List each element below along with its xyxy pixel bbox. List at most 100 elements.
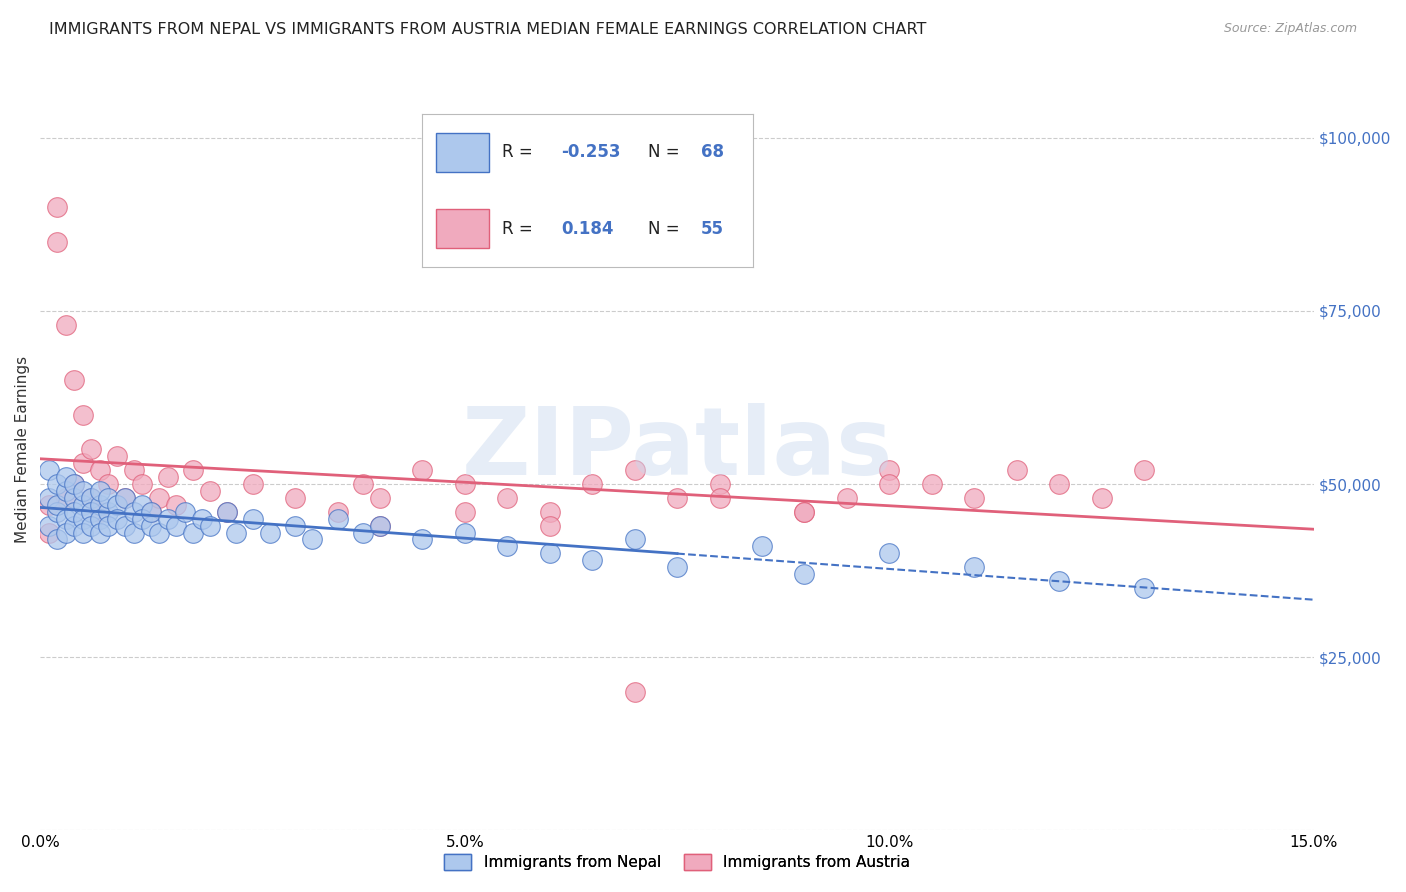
Point xyxy=(1005,463,1028,477)
Point xyxy=(709,477,731,491)
Point xyxy=(148,525,170,540)
Point xyxy=(581,477,603,491)
Point xyxy=(963,491,986,505)
Point xyxy=(97,505,120,519)
Point xyxy=(496,491,519,505)
Point xyxy=(1047,574,1070,588)
Point xyxy=(326,505,349,519)
Point xyxy=(55,512,77,526)
Point xyxy=(139,505,162,519)
Point xyxy=(1047,477,1070,491)
Point xyxy=(114,491,136,505)
Point xyxy=(38,463,60,477)
Point xyxy=(122,525,145,540)
Point xyxy=(368,518,391,533)
Point xyxy=(89,498,111,512)
Point xyxy=(46,498,69,512)
Point xyxy=(242,477,264,491)
Point xyxy=(496,540,519,554)
Point xyxy=(793,505,815,519)
Point xyxy=(326,512,349,526)
Point xyxy=(55,483,77,498)
Point xyxy=(1133,463,1156,477)
Point xyxy=(225,525,247,540)
Point xyxy=(105,512,128,526)
Point xyxy=(80,491,103,505)
Point xyxy=(835,491,858,505)
Point xyxy=(80,518,103,533)
Point xyxy=(97,491,120,505)
Point xyxy=(242,512,264,526)
Point xyxy=(72,525,94,540)
Point xyxy=(122,463,145,477)
Point xyxy=(46,533,69,547)
Point xyxy=(105,450,128,464)
Point xyxy=(623,685,645,699)
Point xyxy=(63,477,86,491)
Point xyxy=(122,505,145,519)
Point xyxy=(38,498,60,512)
Point xyxy=(190,512,212,526)
Point xyxy=(114,518,136,533)
Point xyxy=(666,560,689,574)
Point xyxy=(46,235,69,249)
Point xyxy=(139,518,162,533)
Point xyxy=(72,408,94,422)
Point xyxy=(454,525,477,540)
Point xyxy=(1090,491,1112,505)
Point xyxy=(454,505,477,519)
Point xyxy=(139,505,162,519)
Point xyxy=(80,442,103,457)
Point xyxy=(63,373,86,387)
Point xyxy=(198,518,221,533)
Point xyxy=(97,477,120,491)
Point xyxy=(538,505,561,519)
Point xyxy=(1133,581,1156,595)
Point xyxy=(63,518,86,533)
Point xyxy=(63,491,86,505)
Point xyxy=(921,477,943,491)
Point xyxy=(709,491,731,505)
Point xyxy=(454,477,477,491)
Point xyxy=(156,512,179,526)
Point xyxy=(131,498,153,512)
Point xyxy=(538,546,561,560)
Point xyxy=(165,498,187,512)
Point xyxy=(97,518,120,533)
Point xyxy=(63,477,86,491)
Point xyxy=(72,498,94,512)
Point xyxy=(793,567,815,582)
Point xyxy=(751,540,773,554)
Point xyxy=(89,505,111,519)
Point xyxy=(352,477,374,491)
Point xyxy=(105,498,128,512)
Point xyxy=(368,491,391,505)
Point xyxy=(38,491,60,505)
Point xyxy=(666,491,689,505)
Text: IMMIGRANTS FROM NEPAL VS IMMIGRANTS FROM AUSTRIA MEDIAN FEMALE EARNINGS CORRELAT: IMMIGRANTS FROM NEPAL VS IMMIGRANTS FROM… xyxy=(49,22,927,37)
Point xyxy=(165,518,187,533)
Point xyxy=(368,518,391,533)
Point xyxy=(46,200,69,214)
Point xyxy=(301,533,323,547)
Text: ZIPatlas: ZIPatlas xyxy=(461,403,893,495)
Point xyxy=(581,553,603,567)
Point xyxy=(80,491,103,505)
Point xyxy=(879,477,901,491)
Y-axis label: Median Female Earnings: Median Female Earnings xyxy=(15,356,30,543)
Point xyxy=(411,463,433,477)
Point xyxy=(55,470,77,484)
Point xyxy=(173,505,195,519)
Point xyxy=(114,491,136,505)
Point xyxy=(181,463,204,477)
Point xyxy=(623,533,645,547)
Point xyxy=(89,512,111,526)
Point xyxy=(352,525,374,540)
Point xyxy=(284,518,307,533)
Point xyxy=(89,463,111,477)
Point xyxy=(131,512,153,526)
Point xyxy=(879,463,901,477)
Point xyxy=(538,518,561,533)
Point xyxy=(72,512,94,526)
Point xyxy=(89,525,111,540)
